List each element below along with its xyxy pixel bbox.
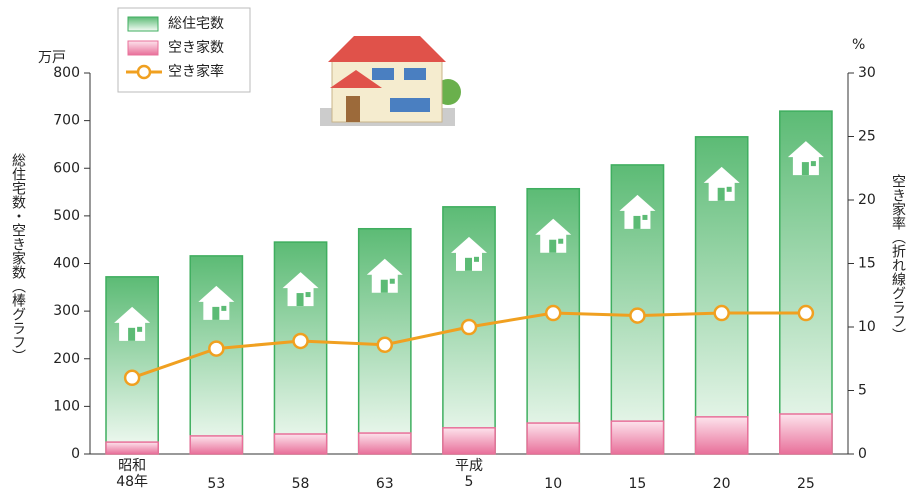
rate-point — [797, 304, 815, 322]
x-tick-label: 25 — [797, 476, 815, 492]
legend-label: 空き家数 — [168, 39, 224, 56]
x-tick-label: 53 — [207, 476, 225, 492]
x-tick-label: 20 — [713, 476, 731, 492]
rate-point — [629, 307, 646, 324]
y-tick-label: 500 — [53, 208, 80, 224]
y-axis-label: 総住宅数・空き家数（棒グラフ） — [10, 153, 26, 363]
legend-label: 総住宅数 — [168, 16, 224, 32]
house-window — [389, 278, 395, 284]
rate-point — [376, 336, 394, 354]
bar — [105, 441, 159, 455]
y-tick-label: 800 — [53, 65, 80, 81]
x-tick-label: 平成 5 — [455, 458, 483, 490]
x-tick-label: 昭和 48年 — [116, 458, 148, 490]
rate-point — [292, 332, 309, 350]
x-tick-label: 15 — [629, 476, 647, 492]
house-door — [128, 327, 136, 341]
house-icon — [787, 141, 824, 176]
legend-swatch — [127, 16, 159, 32]
house-window — [137, 326, 143, 332]
house-door — [549, 239, 557, 253]
y-tick-label: 100 — [53, 398, 80, 414]
y-unit: 万戸 — [38, 50, 66, 66]
house-icon — [703, 166, 740, 201]
house-icon — [198, 285, 235, 320]
x-tick-label: 63 — [376, 476, 394, 492]
bar — [610, 420, 665, 455]
house-door — [296, 293, 304, 307]
house-window — [221, 305, 227, 311]
y2-tick-label: 5 — [858, 383, 867, 399]
rate-point — [208, 340, 225, 357]
y2-tick-label: 10 — [858, 319, 876, 335]
y-tick-label: 400 — [53, 256, 80, 272]
y2-tick-label: 30 — [858, 65, 876, 81]
house-window — [305, 292, 311, 298]
bar — [189, 435, 244, 455]
y2-tick-label: 20 — [858, 192, 876, 208]
y-tick-label: 200 — [53, 351, 80, 367]
house-door — [465, 257, 472, 271]
y-tick-label: 0 — [71, 446, 80, 462]
x-tick-label: 58 — [292, 476, 310, 492]
bar — [526, 422, 581, 455]
legend-marker — [136, 64, 152, 80]
house-door — [717, 187, 725, 201]
y2-tick-label: 15 — [858, 256, 876, 272]
x-tick-label: 10 — [544, 476, 562, 492]
house-icon — [451, 236, 487, 271]
y-tick-label: 600 — [53, 160, 80, 176]
rate-point — [713, 304, 730, 322]
house-window — [474, 256, 479, 262]
rate-point — [460, 318, 478, 336]
house-window — [642, 214, 648, 220]
legend-swatch — [127, 40, 159, 56]
house-icon — [535, 218, 572, 253]
house-window — [726, 186, 732, 192]
y2-unit: % — [852, 37, 865, 53]
y2-tick-label: 0 — [858, 446, 867, 462]
house-window — [558, 238, 564, 244]
rate-point — [544, 304, 562, 322]
bar — [779, 413, 833, 455]
bar — [105, 276, 159, 455]
y2-tick-label: 25 — [858, 129, 876, 145]
house-door — [212, 306, 220, 320]
house-door — [801, 162, 809, 176]
house-icon — [619, 194, 656, 229]
bar — [442, 427, 496, 455]
y2-axis-label: 空き家率（折れ線グラフ） — [890, 174, 906, 342]
house-window — [810, 161, 816, 167]
house-door — [633, 215, 641, 229]
bar — [694, 416, 749, 455]
y-tick-label: 700 — [53, 113, 80, 129]
house-icon — [114, 306, 151, 341]
legend-label: 空き家率 — [168, 63, 224, 80]
bar — [273, 433, 328, 455]
house-illustration — [320, 36, 461, 126]
house-icon — [282, 272, 319, 307]
house-icon — [366, 258, 403, 293]
house-door — [380, 279, 388, 293]
y-tick-label: 300 — [53, 303, 80, 319]
bar — [357, 432, 412, 455]
rate-point — [123, 369, 141, 387]
